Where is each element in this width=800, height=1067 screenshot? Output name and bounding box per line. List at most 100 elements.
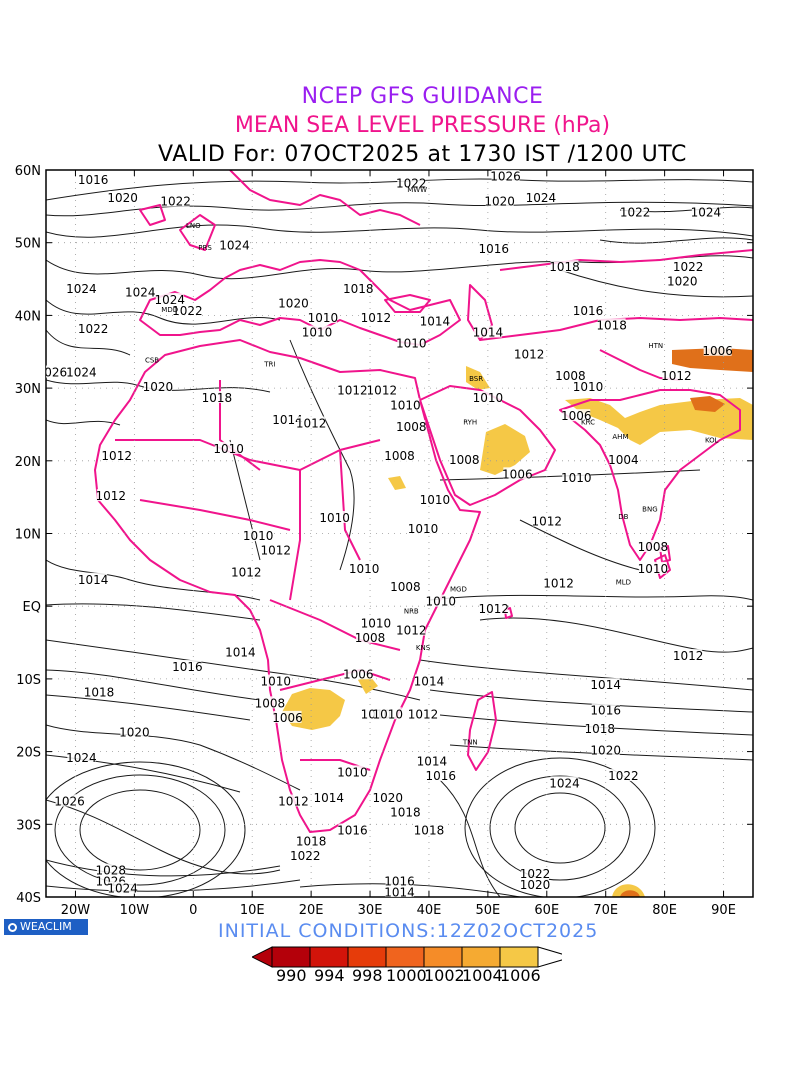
lon-label: 10W xyxy=(120,903,150,918)
colorbar-tick-label: 998 xyxy=(352,966,383,985)
lon-label: 0 xyxy=(189,903,197,918)
contour-label: 1006 xyxy=(561,409,592,423)
colorbar xyxy=(252,946,562,968)
graticule xyxy=(46,170,753,897)
contour-label-bg xyxy=(120,725,149,738)
contour-label-bg xyxy=(55,794,84,807)
contour-label: 1024 xyxy=(107,882,138,896)
contour-label: 1008 xyxy=(449,453,480,467)
contour-label: 1014 xyxy=(417,755,448,769)
contour-label: 1012 xyxy=(261,544,292,558)
place-label: HTN xyxy=(648,342,663,350)
contour-label-bg xyxy=(361,616,390,629)
place-label: MGD xyxy=(450,586,467,594)
place-label: TNN xyxy=(462,738,478,746)
contour-label: 1008 xyxy=(255,696,286,710)
contour-label-bg xyxy=(473,325,502,338)
contour-label-bg xyxy=(414,674,443,687)
contour-label-bg xyxy=(409,521,438,534)
contour-label-bg xyxy=(96,489,125,502)
contour-label: 1006 xyxy=(502,467,533,481)
contour-label-bg xyxy=(214,441,243,454)
lat-label: 20S xyxy=(16,746,41,761)
lat-label: EQ xyxy=(23,600,41,615)
lon-label: 50E xyxy=(475,903,500,918)
contour-label: 1018 xyxy=(585,722,616,736)
contour-label-bg xyxy=(173,303,202,316)
contour-label-bg xyxy=(67,750,96,763)
place-label: MWW xyxy=(407,186,427,194)
contour-label-bg xyxy=(255,696,284,709)
colorbar-right-arrow xyxy=(537,946,562,968)
place-label: DB xyxy=(618,513,628,521)
contour-label-bg xyxy=(668,274,697,287)
lon-label: 70E xyxy=(593,903,618,918)
contour-label-bg xyxy=(244,529,273,542)
contour-label: 1024 xyxy=(549,776,580,790)
weaclim-logo-icon xyxy=(8,923,17,932)
contour-label: 1020 xyxy=(520,878,551,892)
contour-label: 1022 xyxy=(290,849,321,863)
contour-label-bg xyxy=(79,321,108,334)
contour-label-bg xyxy=(373,790,402,803)
contour-label-bg xyxy=(426,594,455,607)
contour-label-bg xyxy=(426,769,455,782)
contour-label: 1014 xyxy=(225,645,256,659)
contour-label-bg xyxy=(591,743,620,756)
place-label: BSR xyxy=(469,375,483,383)
contour-label-bg xyxy=(597,318,626,331)
contour-label: 1018 xyxy=(84,685,115,699)
contour-label-bg xyxy=(385,449,414,462)
weaclim-logo: WEACLIM xyxy=(4,919,88,935)
contour-label-bg xyxy=(291,849,320,862)
contour-label-bg xyxy=(338,823,367,836)
lon-label: 20W xyxy=(61,903,91,918)
contour-label-bg xyxy=(314,790,343,803)
contour-label-bg xyxy=(409,707,438,720)
colorbar-segment xyxy=(461,946,501,968)
contour-label-bg xyxy=(521,878,550,891)
contour-label: 1018 xyxy=(549,260,580,274)
lon-label: 80E xyxy=(652,903,677,918)
contour-label-bg xyxy=(491,170,520,182)
contour-label-bg xyxy=(308,311,337,324)
contour-label: 1010 xyxy=(638,562,669,576)
contour-label-bg xyxy=(320,510,349,523)
lat-label: 30S xyxy=(16,818,41,833)
colorbar-segment xyxy=(423,946,463,968)
contour-label-bg xyxy=(202,391,231,404)
contour-label-bg xyxy=(96,863,125,876)
contour-label-bg xyxy=(638,561,667,574)
contour-label: 1022 xyxy=(160,195,191,209)
contour-label-bg xyxy=(46,365,66,378)
contour-label-bg xyxy=(609,452,638,465)
contour-label-bg xyxy=(108,881,137,894)
contour-label-bg xyxy=(550,776,579,789)
colorbar-segment xyxy=(347,946,387,968)
colorbar-tick-label: 990 xyxy=(276,966,307,985)
contour-label-bg xyxy=(485,194,514,207)
contour-label-bg xyxy=(691,205,720,218)
colorbar-left-arrow xyxy=(252,946,273,968)
contour-label: 1014 xyxy=(420,315,451,329)
contour-label: 1006 xyxy=(272,711,303,725)
lon-label: 40E xyxy=(417,903,442,918)
place-label: RYH xyxy=(463,418,477,426)
contour-label-bg xyxy=(391,580,420,593)
contour-label: 1026 xyxy=(490,169,521,183)
contour-label: 1012 xyxy=(661,369,692,383)
contour-label: 1012 xyxy=(101,449,132,463)
place-label: PRS xyxy=(198,244,212,252)
contour-label: 1014 xyxy=(590,678,621,692)
contour-label-bg xyxy=(356,630,385,643)
contour-label-bg xyxy=(417,754,446,767)
contour-label: 1012 xyxy=(478,602,509,616)
contour-label: 1016 xyxy=(425,769,456,783)
contour-label-bg xyxy=(521,867,550,880)
contour-label: 1028 xyxy=(96,864,127,878)
colorbar-segment xyxy=(499,946,539,968)
place-label: LNO xyxy=(186,222,201,230)
contour-label: 1014 xyxy=(314,791,345,805)
